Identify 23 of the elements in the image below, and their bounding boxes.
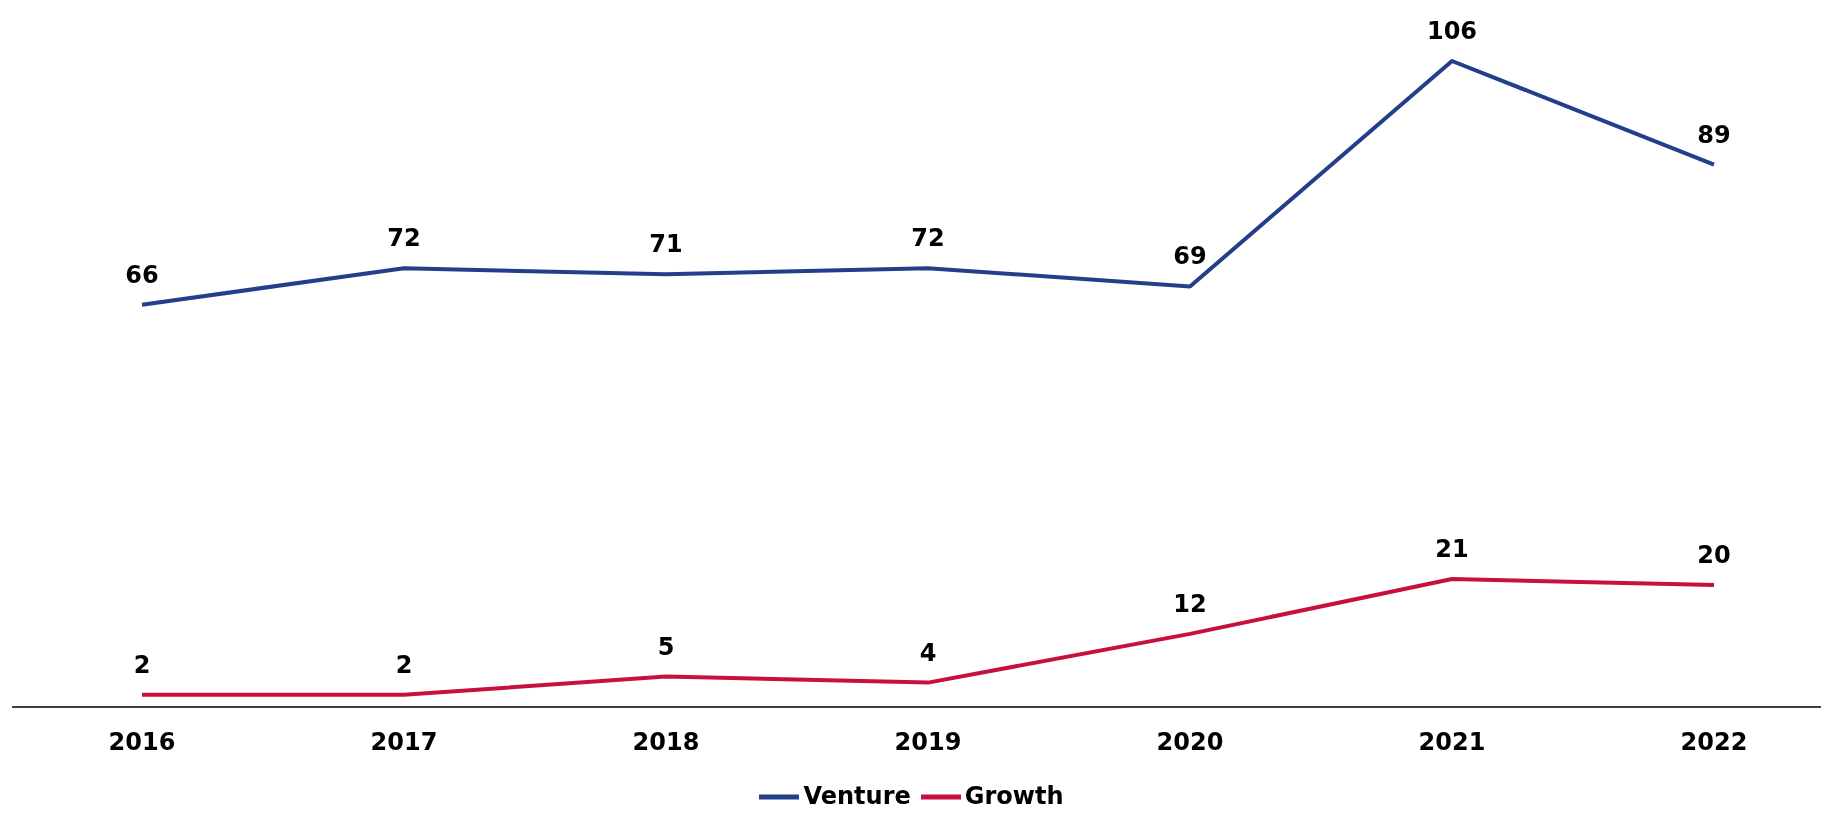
data-label: 21 xyxy=(1435,535,1469,564)
data-label: 12 xyxy=(1173,589,1207,618)
x-tick-label: 2022 xyxy=(1680,728,1748,757)
data-label: 4 xyxy=(919,638,937,667)
x-tick-label: 2016 xyxy=(108,728,176,757)
data-label: 72 xyxy=(911,224,945,253)
data-label: 5 xyxy=(657,632,675,661)
x-tick-label: 2021 xyxy=(1418,728,1486,757)
legend-label: Growth xyxy=(964,782,1064,810)
data-label: 72 xyxy=(387,224,421,253)
x-tick-label: 2019 xyxy=(894,728,962,757)
x-tick-label: 2018 xyxy=(632,728,700,757)
data-label: 2 xyxy=(133,650,151,679)
data-label: 71 xyxy=(649,230,683,259)
legend-label: Venture xyxy=(803,782,911,810)
x-tick-label: 2017 xyxy=(370,728,438,757)
x-tick-label: 2020 xyxy=(1156,728,1224,757)
data-label: 2 xyxy=(395,650,413,679)
data-label: 69 xyxy=(1173,242,1207,271)
data-label: 106 xyxy=(1426,17,1478,45)
data-label: 20 xyxy=(1697,541,1731,570)
data-label: 66 xyxy=(125,260,159,289)
data-label: 89 xyxy=(1697,120,1731,149)
